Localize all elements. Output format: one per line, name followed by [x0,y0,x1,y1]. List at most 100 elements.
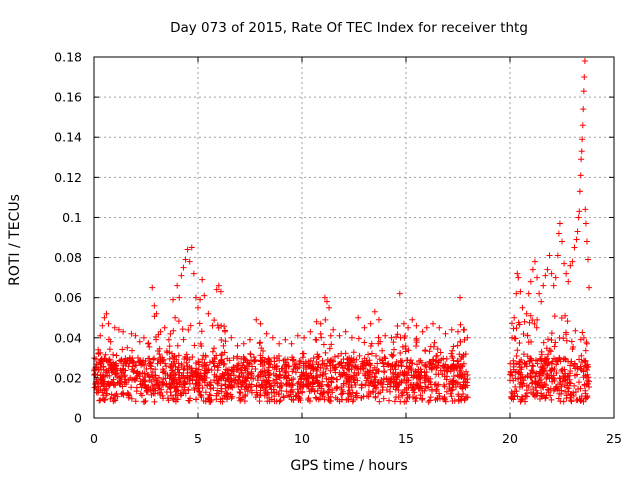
roti-peak-point [301,334,308,341]
roti-point [402,333,409,340]
roti-point [347,391,354,398]
roti-peak-point [567,262,574,269]
roti-point [241,386,248,393]
roti-point [354,363,361,370]
roti-point [325,394,332,401]
roti-point [197,391,204,398]
roti-point [377,338,384,345]
roti-peak-point [103,310,110,317]
roti-point [238,365,245,372]
roti-point [230,355,237,362]
roti-point [518,366,525,373]
roti-point [260,377,267,384]
roti-point [271,389,278,396]
roti-point [148,378,155,385]
roti-point [516,359,523,366]
roti-point [370,383,377,390]
roti-point [551,366,558,373]
roti-point [320,341,327,348]
roti-point [162,360,169,367]
roti-point [582,395,589,402]
roti-point [257,339,264,346]
roti-point [290,376,297,383]
roti-peak-point [464,334,471,341]
roti-point [112,363,119,370]
roti-peak-point [294,332,301,339]
roti-peak-point [101,314,108,321]
roti-point [550,374,557,381]
roti-point [272,363,279,370]
roti-point [507,360,514,367]
roti-point [303,375,310,382]
roti-point [214,380,221,387]
roti-peak-point [361,324,368,331]
roti-peak-point [561,260,568,267]
roti-point [572,388,579,395]
roti-point [417,392,424,399]
roti-peak-point [153,310,160,317]
roti-point [510,363,517,370]
roti-peak-point [342,328,349,335]
roti-peak-point [525,290,532,297]
roti-point [106,382,113,389]
roti-peak-point [170,296,177,303]
roti-point [104,381,111,388]
roti-point [121,379,128,386]
roti-point [419,396,426,403]
roti-point [528,389,535,396]
roti-point [119,390,126,397]
roti-point [168,360,175,367]
roti-point [558,367,565,374]
roti-peak-point [178,272,185,279]
roti-point [181,375,188,382]
roti-point [326,386,333,393]
roti-point [349,362,356,369]
roti-point [289,354,296,361]
roti-peak-point [534,274,541,281]
roti-point [312,394,319,401]
roti-point [513,352,520,359]
roti-peak-point [209,322,216,329]
roti-point [160,395,167,402]
roti-point [575,379,582,386]
roti-peak-point [288,340,295,347]
roti-peak-point [326,304,333,311]
roti-point [166,355,173,362]
roti-point [128,357,135,364]
roti-point [174,342,181,349]
roti-point [211,354,218,361]
y-tick-label: 0.04 [54,330,82,345]
roti-point [387,383,394,390]
roti-peak-point [263,330,270,337]
roti-point [511,392,518,399]
roti-point [153,336,160,343]
roti-point [582,347,589,354]
roti-point [393,358,400,365]
roti-point [313,373,320,380]
roti-peak-point [186,258,193,265]
roti-point [305,358,312,365]
roti-point [175,352,182,359]
roti-point [110,367,117,374]
roti-point [553,369,560,376]
roti-point [235,374,242,381]
roti-point [119,383,126,390]
roti-point [373,352,380,359]
roti-point [117,367,124,374]
y-tick-label: 0.18 [54,50,82,65]
roti-point [141,398,148,405]
marks-layer [91,58,593,405]
roti-point [563,337,570,344]
roti-point [385,360,392,367]
roti-point [334,384,341,391]
roti-point [185,326,192,333]
roti-point [205,396,212,403]
roti-point [397,369,404,376]
roti-point [537,369,544,376]
roti-point [451,363,458,370]
y-tick-label: 0.16 [54,90,82,105]
ticks-layer: 0 5 10 15 20 25 0 0.02 0.04 0.06 0.08 0.1 0.12 0.14 0.… [54,50,622,447]
roti-point [167,389,174,396]
roti-point [434,345,441,352]
roti-point [519,383,526,390]
